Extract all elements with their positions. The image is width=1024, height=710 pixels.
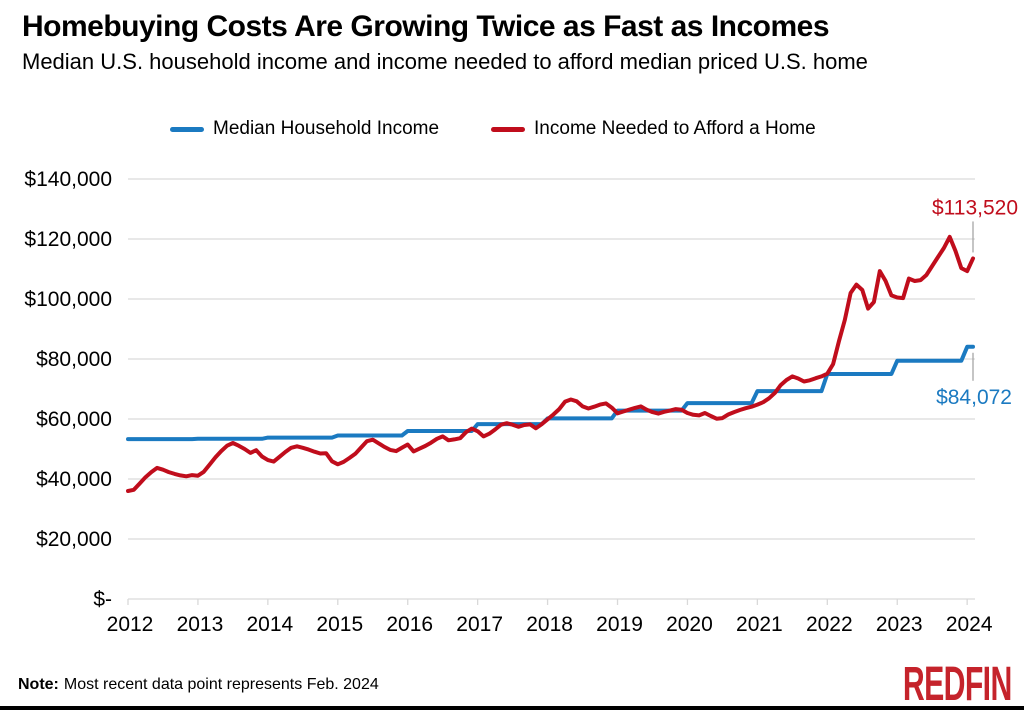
x-axis-label: 2014 xyxy=(247,613,294,636)
y-axis-label: $100,000 xyxy=(24,288,112,311)
x-axis-label: 2015 xyxy=(316,613,363,636)
x-axis-label: 2020 xyxy=(666,613,713,636)
x-axis-label: 2022 xyxy=(806,613,853,636)
series-line-median-household-income xyxy=(126,344,975,442)
blue-line-swatch-icon xyxy=(170,126,204,132)
x-axis-label: 2013 xyxy=(177,613,224,636)
page-title: Homebuying Costs Are Growing Twice as Fa… xyxy=(22,10,830,43)
y-axis-label: $20,000 xyxy=(36,528,112,551)
value-end-label: $113,520 xyxy=(932,196,1018,219)
x-axis-label: 2024 xyxy=(946,613,993,636)
x-axis-label: 2012 xyxy=(107,613,154,636)
legend-label: Median Household Income xyxy=(213,118,440,139)
y-axis-label: $- xyxy=(93,588,112,611)
page-subtitle: Median U.S. household income and income … xyxy=(22,49,868,74)
chart-legend: Median Household Income Income Needed to… xyxy=(170,118,816,140)
y-axis-label: $120,000 xyxy=(24,228,112,251)
legend-label: Income Needed to Afford a Home xyxy=(534,118,816,139)
x-axis-label: 2018 xyxy=(526,613,573,636)
red-line-swatch-icon xyxy=(491,126,526,132)
x-axis-label: 2021 xyxy=(736,613,783,636)
footnote-prefix: Note: xyxy=(18,676,59,693)
x-axis-label: 2023 xyxy=(876,613,923,636)
value-end-label: $84,072 xyxy=(936,386,1012,409)
x-axis-label: 2017 xyxy=(456,613,503,636)
x-axis-label: 2019 xyxy=(596,613,643,636)
y-axis-label: $140,000 xyxy=(24,168,112,191)
y-axis-label: $40,000 xyxy=(36,468,112,491)
footnote-text: Most recent data point represents Feb. 2… xyxy=(63,676,379,693)
x-axis-label: 2016 xyxy=(386,613,433,636)
y-axis-label: $80,000 xyxy=(36,348,112,371)
legend-item-income-needed: Income Needed to Afford a Home xyxy=(491,118,816,140)
footnote: Note: Most recent data point represents F… xyxy=(18,676,379,694)
bottom-border-bar xyxy=(0,706,1024,710)
series-line-income-needed xyxy=(126,234,975,493)
y-axis-label: $60,000 xyxy=(36,408,112,431)
legend-item-median-household-income: Median Household Income xyxy=(170,118,439,140)
redfin-logo: REDFIN xyxy=(903,658,1012,710)
